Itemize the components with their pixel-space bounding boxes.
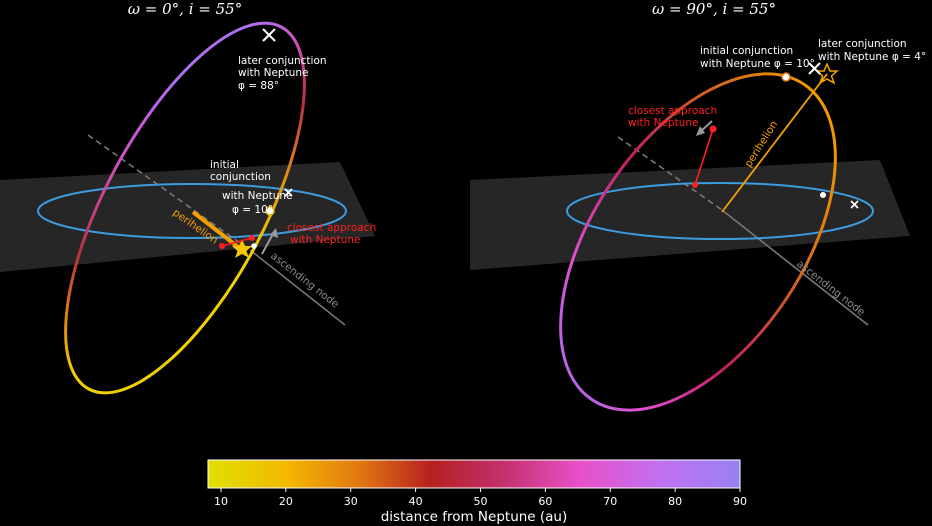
closest-approach-dot [219,243,225,249]
sun-star-icon [815,62,839,85]
later-conjunction-x-icon [262,28,276,42]
neptune-dot [251,243,257,249]
node-line-solid [721,209,869,326]
ascending-node-label: ascending node [794,258,867,319]
colorbar-tick-label: 30 [344,495,358,508]
initial-conjunction-label-2: with Neptune φ = 10° [700,58,815,70]
colorbar-tick-label: 10 [214,495,228,508]
left-panel-title: ω = 0°, i = 55° [128,0,242,18]
node-line-dashed [87,134,251,251]
ascending-node-label: ascending node [268,250,341,311]
closest-approach-label-1: closest approach [628,105,717,117]
object-orbit [559,72,837,412]
neptune-x-marker-icon [850,200,859,209]
closest-approach-dot-object [709,125,717,133]
colorbar-ticks: 10 20 30 40 50 60 70 80 90 [214,488,747,508]
initial-conjunction-marker [781,72,791,82]
closest-approach-dot [692,182,698,188]
later-conjunction-label-1: later conjunction [238,55,327,67]
closest-approach-label-2: with Neptune [628,117,698,129]
colorbar-tick-label: 20 [279,495,293,508]
left-panel: ω = 0°, i = 55° perihelion closest appro… [0,0,376,395]
colorbar-tick-label: 40 [409,495,423,508]
initial-conjunction-label-2: conjunction [210,171,271,183]
neptune-orbit [566,182,874,240]
later-conjunction-label-1: later conjunction [818,38,907,50]
neptune-orbit [37,183,347,239]
later-conjunction-label-2: with Neptune φ = 4° [818,51,926,63]
perihelion-line [721,73,828,213]
motion-arrowhead-icon [696,126,705,136]
initial-conjunction-label-1: initial [210,159,239,171]
node-line-solid [249,249,346,326]
initial-conjunction-label-4: φ = 10° [232,204,273,216]
colorbar-tick-label: 70 [603,495,617,508]
ecliptic-plane [470,160,910,270]
initial-conjunction-label-1: initial conjunction [700,45,793,57]
colorbar-gradient [207,459,741,489]
closest-approach-label-1: closest approach [287,222,376,234]
later-conjunction-x-icon [808,62,821,75]
neptune-x-marker-icon [284,188,293,197]
closest-approach-label-2: with Neptune [290,234,360,246]
colorbar-tick-label: 50 [473,495,487,508]
initial-conjunction-marker [265,206,275,216]
colorbar-tick-label: 80 [668,495,682,508]
sun-star-icon [232,239,252,258]
colorbar: 10 20 30 40 50 60 70 80 90 distance from Neptune… [207,459,747,525]
neptune-dot [820,192,826,198]
later-conjunction-label-3: φ = 88° [238,80,279,92]
right-panel-title: ω = 90°, i = 55° [652,0,776,18]
colorbar-tick-label: 90 [733,495,747,508]
closest-approach-line [221,237,253,247]
closest-approach-dot-object [249,235,255,241]
right-panel: ω = 90°, i = 55° perihelion closest appr… [470,0,926,412]
initial-conjunction-label-3: with Neptune [222,190,292,202]
closest-approach-line [694,128,714,186]
colorbar-label: distance from Neptune (au) [381,509,568,525]
motion-arrowhead-icon [270,228,278,238]
colorbar-tick-label: 60 [538,495,552,508]
later-conjunction-label-2: with Neptune [238,67,308,79]
